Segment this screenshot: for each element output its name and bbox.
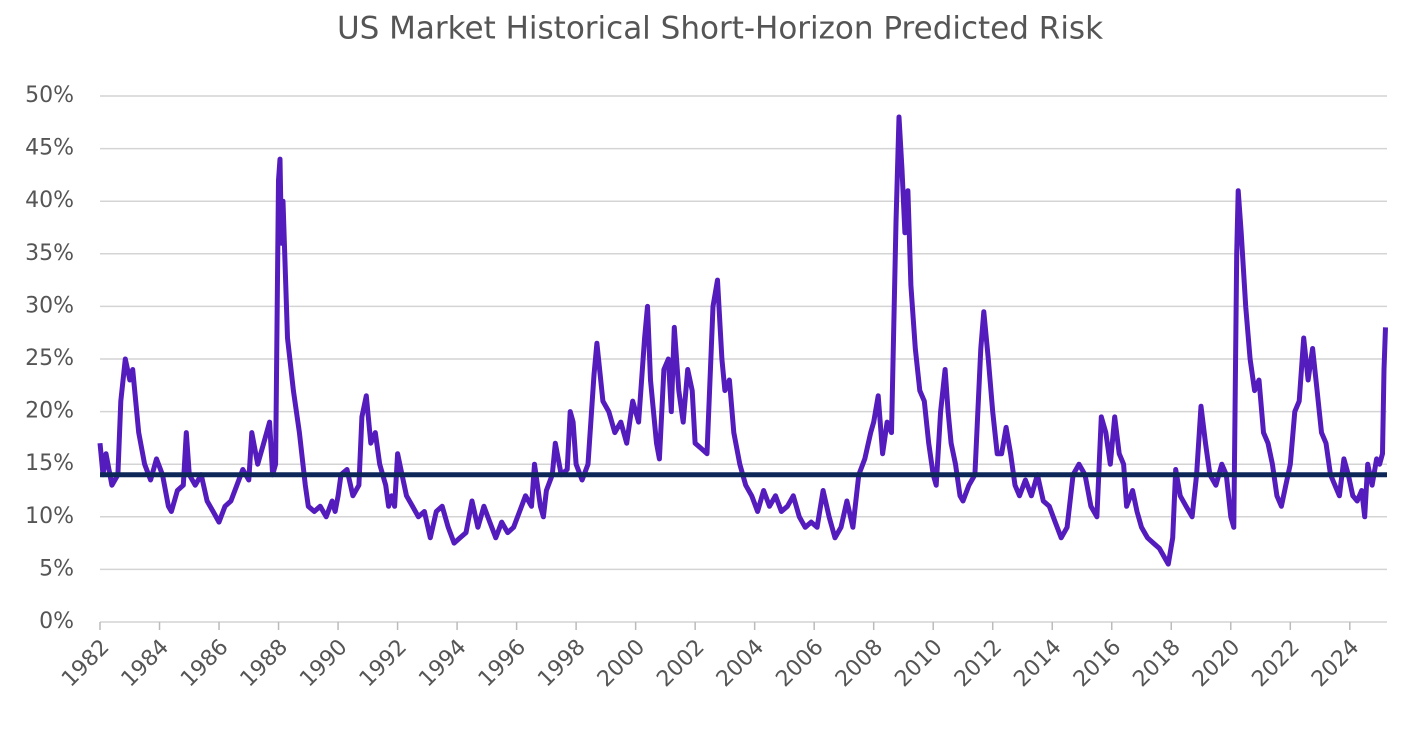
- y-tick-label: 15%: [25, 451, 74, 476]
- x-tick-label: 2016: [1069, 635, 1126, 692]
- x-tick-label: 2004: [712, 635, 769, 692]
- x-tick-label: 2008: [831, 635, 888, 692]
- series-line: [97, 114, 1388, 567]
- x-tick-label: 2018: [1128, 635, 1185, 692]
- x-tick-label: 1984: [117, 635, 174, 692]
- x-tick-label: 1992: [355, 635, 412, 692]
- x-tick-label: 1986: [176, 635, 233, 692]
- x-tick-label: 2020: [1188, 635, 1245, 692]
- y-tick-label: 5%: [39, 556, 74, 581]
- x-tick-label: 1982: [57, 635, 114, 692]
- x-tick-label: 2022: [1247, 635, 1304, 692]
- y-tick-label: 45%: [25, 136, 74, 161]
- y-tick-label: 0%: [39, 609, 74, 634]
- x-tick-label: 2002: [652, 635, 709, 692]
- y-tick-label: 40%: [25, 188, 74, 213]
- x-tick-label: 1998: [533, 635, 590, 692]
- x-tick-label: 1994: [414, 635, 471, 692]
- x-tick-label: 1988: [236, 635, 293, 692]
- y-tick-label: 50%: [25, 83, 74, 108]
- y-tick-label: 25%: [25, 346, 74, 371]
- y-tick-label: 30%: [25, 293, 74, 318]
- y-tick-label: 20%: [25, 399, 74, 424]
- x-tick-label: 2014: [1009, 635, 1066, 692]
- x-tick-label: 2012: [950, 635, 1007, 692]
- y-tick-label: 35%: [25, 241, 74, 266]
- x-tick-label: 2010: [890, 635, 947, 692]
- x-tick-label: 2024: [1307, 635, 1364, 692]
- y-tick-label: 10%: [25, 504, 74, 529]
- x-tick-label: 2000: [593, 635, 650, 692]
- x-tick-label: 1996: [474, 635, 531, 692]
- x-tick-label: 1990: [295, 635, 352, 692]
- chart-title: US Market Historical Short-Horizon Predi…: [337, 11, 1103, 47]
- x-tick-label: 2006: [771, 635, 828, 692]
